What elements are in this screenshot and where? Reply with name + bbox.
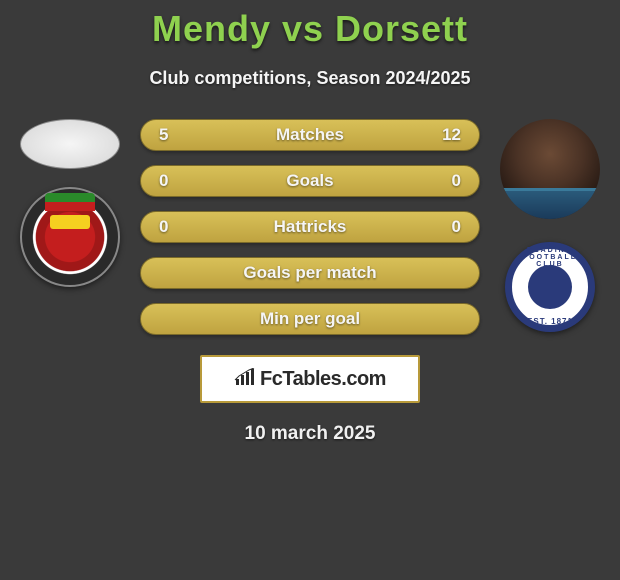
stat-label: Goals xyxy=(141,171,479,191)
content-area: 5 Matches 12 0 Goals 0 0 Hattricks 0 Goa… xyxy=(0,119,620,337)
right-column: READING FOOTBALL CLUB EST. 1871 xyxy=(490,119,610,337)
stat-row-matches: 5 Matches 12 xyxy=(140,119,480,151)
reading-crest-text: READING FOOTBALL CLUB EST. 1871 xyxy=(509,246,591,328)
stat-row-goals-per-match: Goals per match xyxy=(140,257,480,289)
player-photo-left xyxy=(20,119,120,169)
left-column xyxy=(10,119,130,287)
brand-link[interactable]: FcTables.com xyxy=(200,355,420,403)
generated-date: 10 march 2025 xyxy=(0,423,620,445)
player-photo-right xyxy=(500,119,600,219)
stat-row-min-per-goal: Min per goal xyxy=(140,303,480,335)
stat-label: Hattricks xyxy=(141,217,479,237)
stats-list: 5 Matches 12 0 Goals 0 0 Hattricks 0 Goa… xyxy=(140,119,480,335)
chart-icon xyxy=(234,368,256,391)
wrexham-crest-icon xyxy=(20,187,120,287)
stat-label: Min per goal xyxy=(141,309,479,329)
page-title: Mendy vs Dorsett xyxy=(0,8,620,50)
brand-text: FcTables.com xyxy=(260,368,386,391)
stat-row-hattricks: 0 Hattricks 0 xyxy=(140,211,480,243)
club-badge-left xyxy=(20,187,120,287)
stat-label: Goals per match xyxy=(141,263,479,283)
stat-label: Matches xyxy=(141,125,479,145)
reading-crest-icon: READING FOOTBALL CLUB EST. 1871 xyxy=(505,242,595,332)
comparison-card: Mendy vs Dorsett Club competitions, Seas… xyxy=(0,0,620,445)
club-badge-right: READING FOOTBALL CLUB EST. 1871 xyxy=(500,237,600,337)
stat-row-goals: 0 Goals 0 xyxy=(140,165,480,197)
subtitle: Club competitions, Season 2024/2025 xyxy=(0,68,620,89)
